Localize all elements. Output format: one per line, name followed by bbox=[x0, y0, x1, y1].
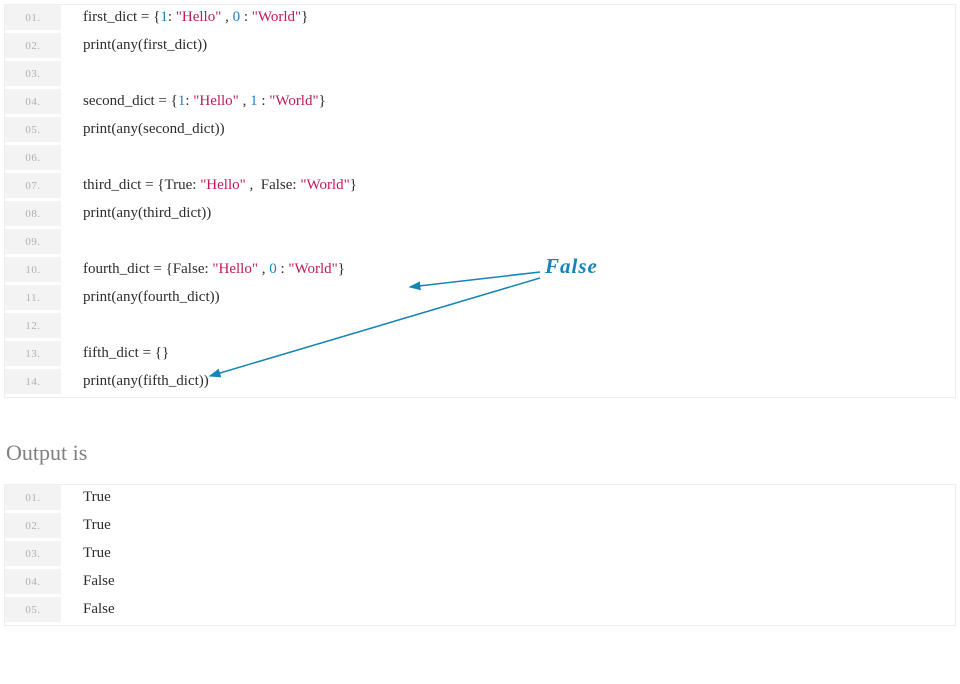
line-number: 04. bbox=[5, 89, 61, 114]
line-number: 06. bbox=[5, 145, 61, 170]
code-line: 06. bbox=[5, 145, 955, 173]
code-content bbox=[61, 237, 83, 245]
code-token: "Hello" bbox=[193, 93, 239, 109]
output-line: 04.False bbox=[5, 569, 955, 597]
code-line: 05. print(any(second_dict)) bbox=[5, 117, 955, 145]
line-number: 08. bbox=[5, 201, 61, 226]
code-token: print(any(third_dict)) bbox=[83, 205, 211, 221]
code-content: print(any(first_dict)) bbox=[61, 33, 207, 58]
line-number: 03. bbox=[5, 541, 61, 566]
code-token: "World" bbox=[252, 9, 301, 25]
code-line: 01.first_dict = {1: "Hello" , 0 : "World… bbox=[5, 5, 955, 33]
line-number: 05. bbox=[5, 117, 61, 142]
code-token: : bbox=[277, 261, 289, 277]
code-token: , False: bbox=[246, 177, 301, 193]
code-token: "World" bbox=[269, 93, 318, 109]
line-number: 10. bbox=[5, 257, 61, 282]
line-number: 02. bbox=[5, 33, 61, 58]
line-number: 05. bbox=[5, 597, 61, 622]
code-line: 08. print(any(third_dict)) bbox=[5, 201, 955, 229]
code-token: third_dict = {True: bbox=[83, 177, 200, 193]
code-content: third_dict = {True: "Hello" , False: "Wo… bbox=[61, 173, 357, 198]
annotation-label: False bbox=[545, 254, 598, 279]
code-content: print(any(third_dict)) bbox=[61, 201, 211, 226]
line-number: 04. bbox=[5, 569, 61, 594]
line-number: 03. bbox=[5, 61, 61, 86]
line-number: 13. bbox=[5, 341, 61, 366]
code-token: } bbox=[350, 177, 357, 193]
output-block: 01.True02.True03.True04.False05.False bbox=[4, 484, 956, 626]
output-section-title: Output is bbox=[6, 440, 960, 466]
code-content bbox=[61, 321, 83, 329]
code-line: 02. print(any(first_dict)) bbox=[5, 33, 955, 61]
code-token: "Hello" bbox=[200, 177, 246, 193]
output-text: True bbox=[61, 485, 111, 510]
code-token: : bbox=[240, 9, 252, 25]
code-token: 1 bbox=[160, 9, 168, 25]
output-text: False bbox=[61, 597, 115, 622]
code-token: print(any(first_dict)) bbox=[83, 37, 207, 53]
line-number: 12. bbox=[5, 313, 61, 338]
code-content: print(any(second_dict)) bbox=[61, 117, 225, 142]
code-token: } bbox=[338, 261, 345, 277]
code-token: : bbox=[168, 9, 176, 25]
code-content: first_dict = {1: "Hello" , 0 : "World"} bbox=[61, 5, 308, 30]
code-line: 04.second_dict = {1: "Hello" , 1 : "Worl… bbox=[5, 89, 955, 117]
page-container: 01.first_dict = {1: "Hello" , 0 : "World… bbox=[0, 4, 960, 626]
code-token: "Hello" bbox=[176, 9, 222, 25]
line-number: 09. bbox=[5, 229, 61, 254]
code-content bbox=[61, 153, 83, 161]
code-token: 1 bbox=[250, 93, 258, 109]
line-number: 11. bbox=[5, 285, 61, 310]
code-content bbox=[61, 69, 83, 77]
code-token: , bbox=[258, 261, 269, 277]
code-line: 12. bbox=[5, 313, 955, 341]
code-token: fourth_dict = {False: bbox=[83, 261, 212, 277]
line-number: 01. bbox=[5, 5, 61, 30]
code-line: 07.third_dict = {True: "Hello" , False: … bbox=[5, 173, 955, 201]
code-token: print(any(fifth_dict)) bbox=[83, 373, 209, 389]
code-token: } bbox=[319, 93, 326, 109]
code-token: , bbox=[239, 93, 250, 109]
source-code-block: 01.first_dict = {1: "Hello" , 0 : "World… bbox=[4, 4, 956, 398]
code-token: "Hello" bbox=[212, 261, 258, 277]
line-number: 01. bbox=[5, 485, 61, 510]
code-content: print(any(fifth_dict)) bbox=[61, 369, 209, 394]
line-number: 02. bbox=[5, 513, 61, 538]
output-text: True bbox=[61, 513, 111, 538]
output-text: False bbox=[61, 569, 115, 594]
output-line: 03.True bbox=[5, 541, 955, 569]
code-token: second_dict = { bbox=[83, 93, 178, 109]
code-token: print(any(fourth_dict)) bbox=[83, 289, 220, 305]
code-token: "World" bbox=[300, 177, 349, 193]
code-token: first_dict = { bbox=[83, 9, 160, 25]
code-token: , bbox=[221, 9, 232, 25]
code-line: 03. bbox=[5, 61, 955, 89]
code-token: "World" bbox=[288, 261, 337, 277]
output-text: True bbox=[61, 541, 111, 566]
code-line: 10.fourth_dict = {False: "Hello" , 0 : "… bbox=[5, 257, 955, 285]
output-line: 02.True bbox=[5, 513, 955, 541]
code-line: 14. print(any(fifth_dict)) bbox=[5, 369, 955, 397]
line-number: 14. bbox=[5, 369, 61, 394]
code-content: second_dict = {1: "Hello" , 1 : "World"} bbox=[61, 89, 326, 114]
code-line: 13. fifth_dict = {} bbox=[5, 341, 955, 369]
code-content: fourth_dict = {False: "Hello" , 0 : "Wor… bbox=[61, 257, 345, 282]
code-content: fifth_dict = {} bbox=[61, 341, 169, 366]
code-token: : bbox=[258, 93, 270, 109]
code-line: 11. print(any(fourth_dict)) bbox=[5, 285, 955, 313]
code-token: 0 bbox=[233, 9, 241, 25]
code-token: fifth_dict = {} bbox=[83, 345, 169, 361]
line-number: 07. bbox=[5, 173, 61, 198]
code-content: print(any(fourth_dict)) bbox=[61, 285, 220, 310]
code-line: 09. bbox=[5, 229, 955, 257]
code-token: } bbox=[301, 9, 308, 25]
output-line: 01.True bbox=[5, 485, 955, 513]
code-token: print(any(second_dict)) bbox=[83, 121, 225, 137]
output-line: 05.False bbox=[5, 597, 955, 625]
code-token: 0 bbox=[269, 261, 277, 277]
